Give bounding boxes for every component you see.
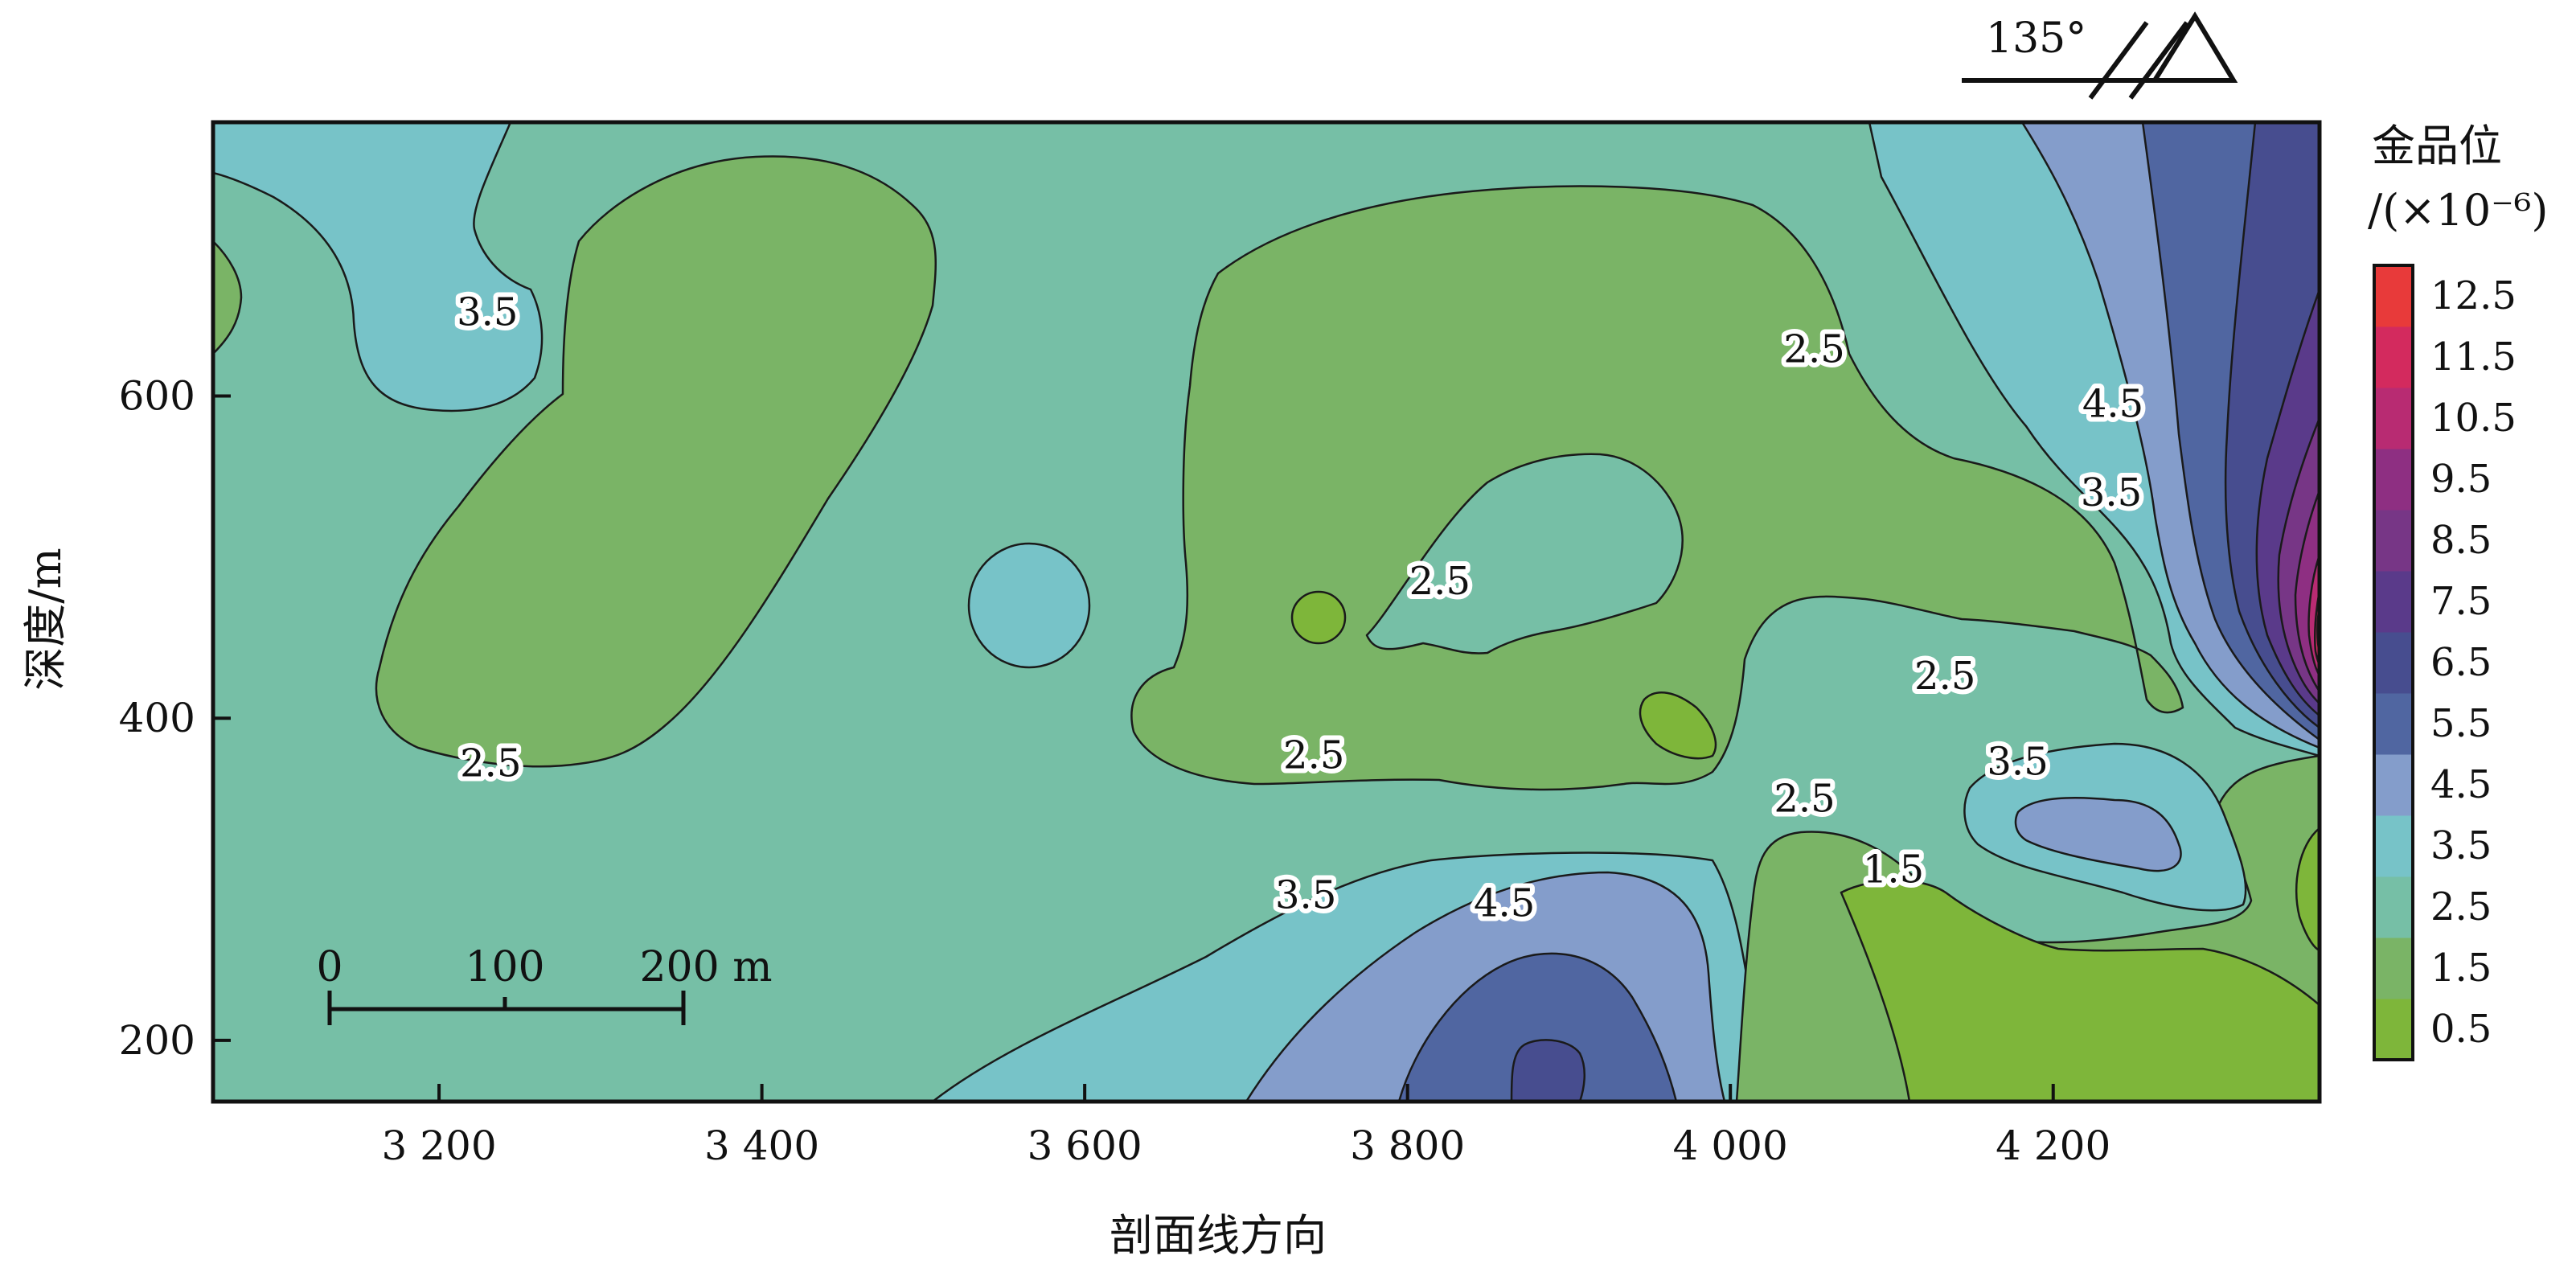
contour-label: 4.5 bbox=[2082, 382, 2143, 427]
colorbar-tick-label: 3.5 bbox=[2430, 823, 2492, 868]
colorbar-tick-label: 2.5 bbox=[2430, 884, 2492, 929]
contour-band-0.5-blob-b bbox=[1639, 691, 1717, 760]
y-axis-title: 深度/m bbox=[20, 548, 71, 690]
contour-band-0.5-blob-a bbox=[1290, 590, 1347, 645]
contour-plot bbox=[213, 122, 2320, 1102]
colorbar-frame bbox=[2373, 264, 2414, 1061]
colorbar-tick-label: 12.5 bbox=[2430, 273, 2517, 318]
y-tick-label: 600 bbox=[119, 373, 195, 420]
colorbar-tick-label: 10.5 bbox=[2430, 396, 2517, 441]
colorbar-tick-label: 11.5 bbox=[2430, 334, 2517, 380]
x-tick-label: 3 800 bbox=[1350, 1122, 1465, 1169]
contour-label: 3.5 bbox=[1987, 739, 2048, 784]
colorbar-unit: /(×10⁻⁶) bbox=[2368, 185, 2548, 236]
scale-bar-label-0: 0 bbox=[316, 943, 343, 991]
colorbar: 0.5 1.5 2.5 3.5 4.5 5.5 6.5 7.5 8.5 9.5 10.5 11.5 12… bbox=[2373, 264, 2517, 1061]
contour-label: 1.5 bbox=[1863, 847, 1924, 893]
colorbar-tick-label: 1.5 bbox=[2430, 946, 2492, 991]
colorbar-tick-label: 8.5 bbox=[2430, 518, 2492, 563]
contour-labels: 3.5 2.5 2.5 2.5 2.5 4.5 3.5 2.5 3.5 2.5 1.5 3.5 4.5 bbox=[452, 285, 2148, 930]
colorbar-swatch bbox=[2374, 632, 2413, 694]
contour-label: 2.5 bbox=[1283, 732, 1344, 778]
colorbar-tick-label: 7.5 bbox=[2430, 579, 2492, 624]
contour-band-1.5-left-blob bbox=[375, 155, 937, 768]
contour-band-6.5-bottom bbox=[1510, 1039, 1585, 1102]
contour-label: 2.5 bbox=[1774, 776, 1835, 821]
colorbar-swatch bbox=[2374, 815, 2413, 877]
colorbar-swatch bbox=[2374, 571, 2413, 633]
orientation-slashes bbox=[2088, 21, 2189, 100]
scale-bar-line bbox=[327, 991, 686, 1025]
contour-band-0.5-right-edge bbox=[2295, 827, 2320, 952]
colorbar-tick-label: 0.5 bbox=[2430, 1007, 2492, 1052]
colorbar-swatch bbox=[2374, 388, 2413, 449]
contour-label: 3.5 bbox=[2081, 470, 2142, 515]
y-tick-label: 400 bbox=[119, 695, 195, 741]
colorbar-swatch bbox=[2374, 999, 2413, 1061]
colorbar-tick-label: 4.5 bbox=[2430, 762, 2492, 807]
colorbar-tick-label: 5.5 bbox=[2430, 701, 2492, 746]
contour-band-3.5-circle bbox=[967, 542, 1091, 669]
colorbar-swatch bbox=[2374, 326, 2413, 388]
contour-band-4.5-pocket bbox=[2014, 796, 2182, 872]
x-tick-label: 4 200 bbox=[1996, 1122, 2110, 1169]
colorbar-swatch bbox=[2374, 265, 2413, 327]
plot-frame bbox=[211, 120, 2322, 1104]
contour-band-1.5-left-edge bbox=[213, 240, 243, 355]
contour-label: 2.5 bbox=[460, 741, 521, 786]
contour-label: 3.5 bbox=[457, 289, 518, 334]
colorbar-title: 金品位 bbox=[2372, 121, 2502, 171]
contour-label: 3.5 bbox=[1275, 873, 1336, 918]
x-tick-label: 3 400 bbox=[704, 1122, 819, 1169]
colorbar-tick-label: 9.5 bbox=[2430, 457, 2492, 502]
y-tick-label: 200 bbox=[119, 1017, 195, 1064]
contour-label: 4.5 bbox=[1474, 881, 1535, 926]
orientation-symbol: 135° bbox=[1962, 11, 2238, 100]
contour-band-0.5-bottom-right bbox=[1840, 879, 2320, 1102]
scale-bar: 0 100 200 m bbox=[316, 943, 773, 1025]
contour-band-3.5-top-left bbox=[213, 122, 544, 412]
x-tick-label: 3 600 bbox=[1028, 1122, 1142, 1169]
contour-band-5.5-bottom bbox=[1397, 952, 1678, 1102]
contour-label: 2.5 bbox=[1409, 559, 1471, 604]
colorbar-swatch bbox=[2374, 510, 2413, 572]
scale-bar-label-200: 200 m bbox=[639, 943, 772, 991]
x-tick-label: 4 000 bbox=[1673, 1122, 1788, 1169]
colorbar-swatch bbox=[2374, 449, 2413, 511]
contour-label: 2.5 bbox=[1783, 326, 1844, 371]
contour-band-2.5-island bbox=[1365, 453, 1684, 655]
orientation-angle: 135° bbox=[1986, 14, 2086, 63]
contour-label: 2.5 bbox=[1914, 654, 1975, 699]
orientation-triangle bbox=[2150, 11, 2238, 83]
y-axis: 200 400 600 bbox=[119, 373, 231, 1064]
colorbar-swatch bbox=[2374, 693, 2413, 755]
colorbar-swatch bbox=[2374, 876, 2413, 938]
x-tick-label: 3 200 bbox=[382, 1122, 497, 1169]
x-axis-title: 剖面线方向 bbox=[1110, 1210, 1327, 1261]
colorbar-swatch bbox=[2374, 754, 2413, 816]
colorbar-tick-label: 6.5 bbox=[2430, 640, 2492, 685]
colorbar-swatch bbox=[2374, 938, 2413, 999]
x-axis: 3 200 3 400 3 600 3 800 4 000 4 200 bbox=[382, 1084, 2110, 1169]
scale-bar-label-100: 100 bbox=[465, 943, 544, 991]
